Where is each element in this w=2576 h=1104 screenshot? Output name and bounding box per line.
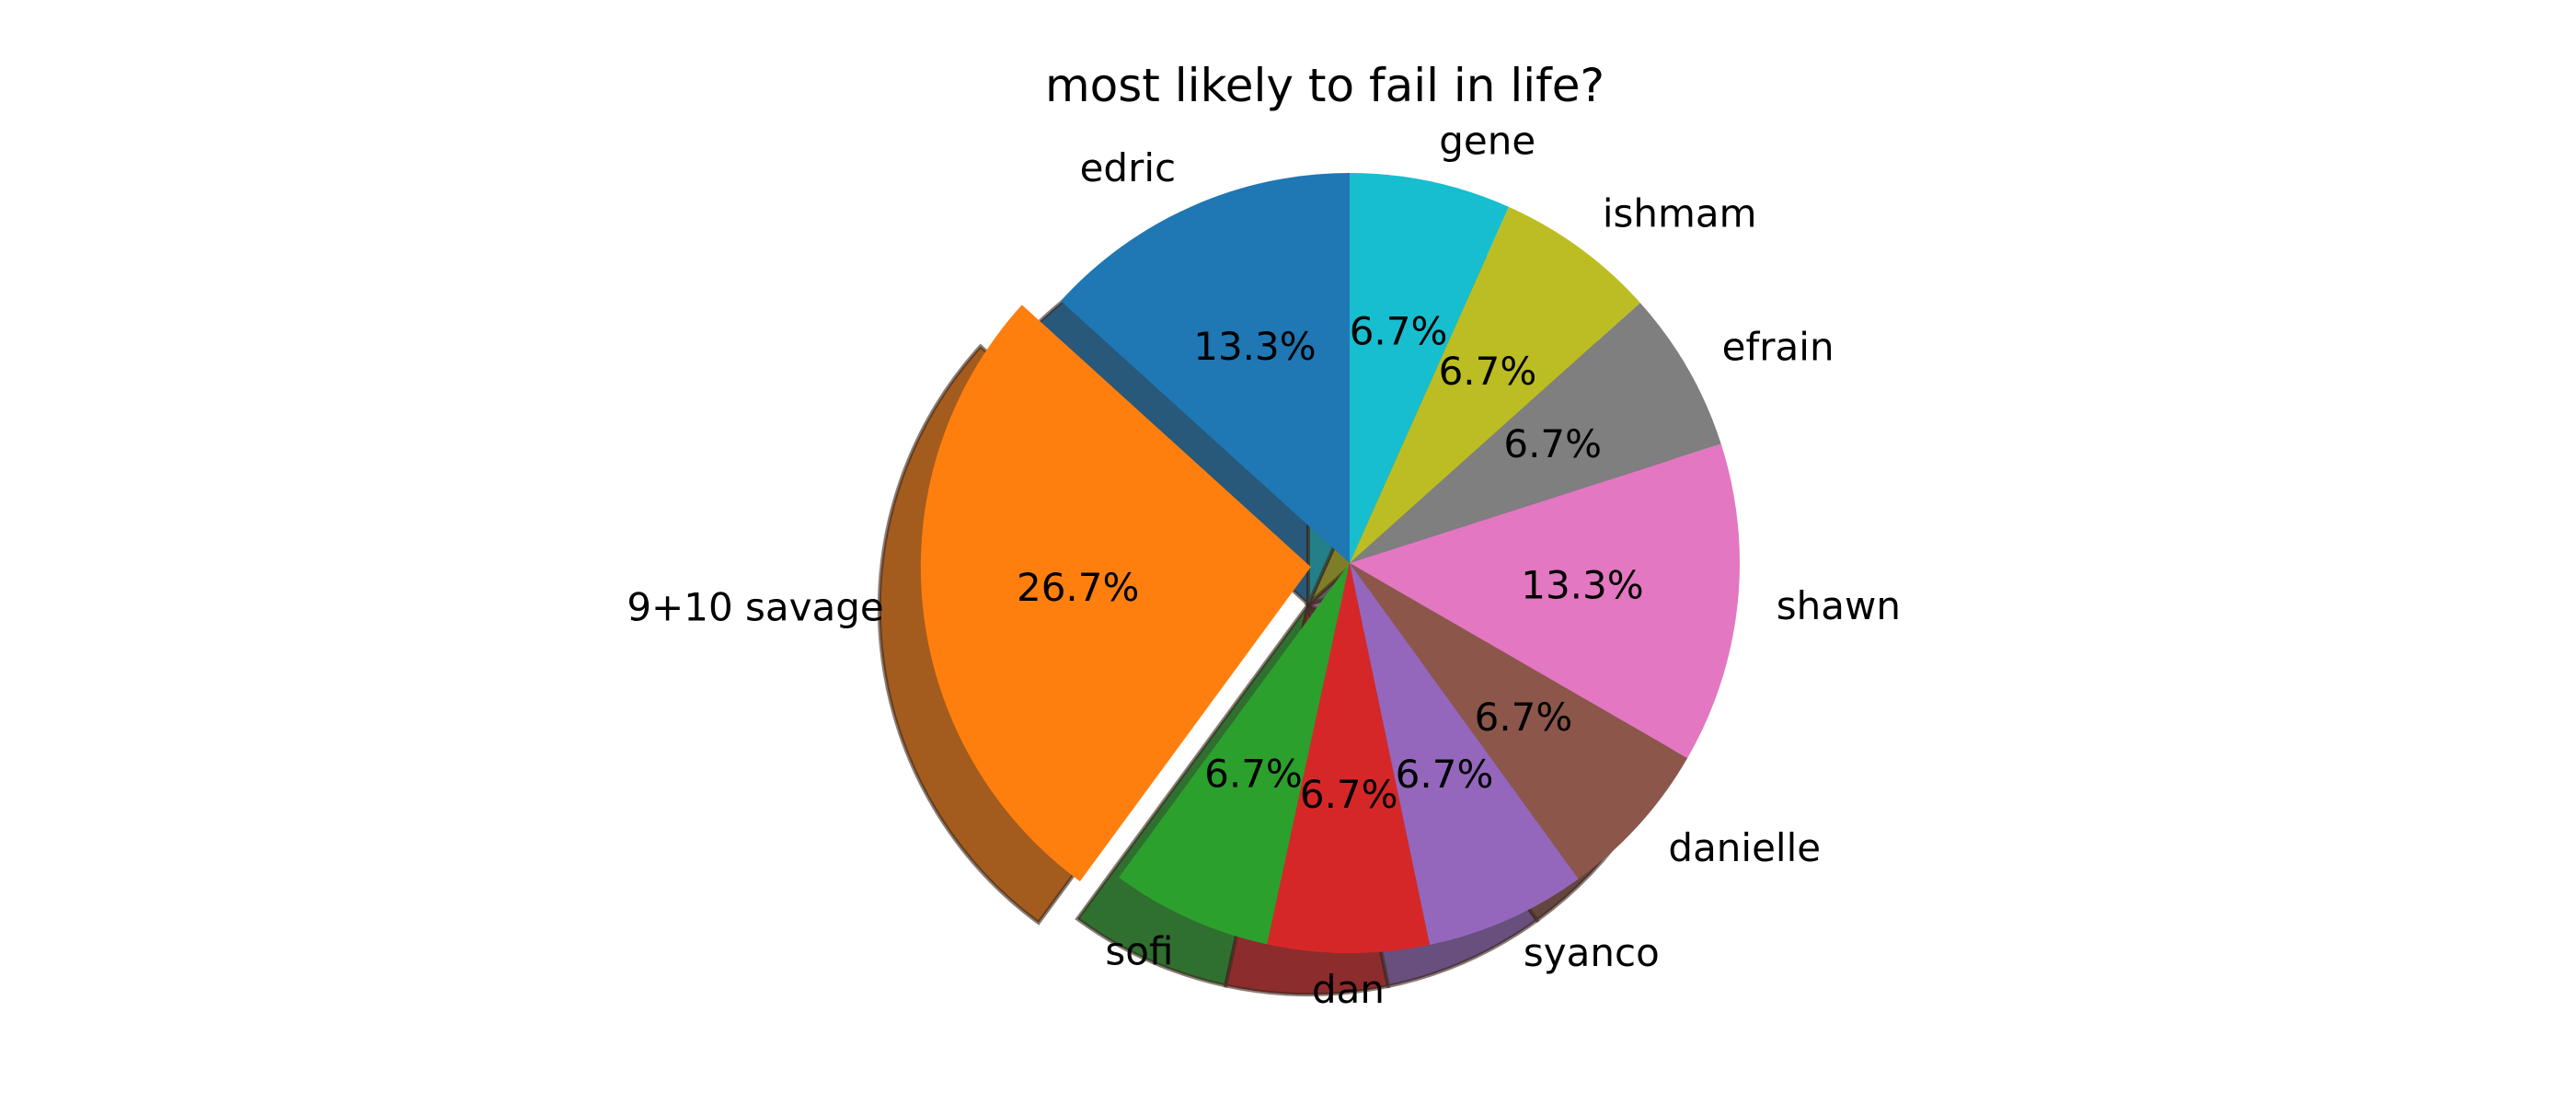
slice-edric [1060, 173, 1350, 563]
slice-sofi [1119, 563, 1350, 945]
slice-percent-syanco: 6.7% [1396, 752, 1494, 797]
slice-percent-shawn: 13.3% [1521, 563, 1643, 608]
slice-shawn [1350, 443, 1740, 758]
slice-efrain [1350, 303, 1721, 563]
slice-percent-gene: 6.7% [1350, 309, 1448, 354]
slice-label-shawn: shawn [1777, 583, 1901, 628]
slice-label-efrain: efrain [1722, 325, 1834, 370]
slice-percent-efrain: 6.7% [1503, 421, 1602, 466]
slice-label-sofi: sofi [1105, 929, 1173, 974]
slice-gene [1350, 173, 1509, 563]
slice-danielle [1350, 563, 1688, 880]
slice-label-danielle: danielle [1668, 825, 1821, 870]
slice-dan [1267, 563, 1431, 953]
slice-percent-ishmam: 6.7% [1439, 349, 1537, 394]
chart-title: most likely to fail in life? [1045, 59, 1604, 112]
slice-9-10-savage [920, 305, 1311, 882]
slice-percent-danielle: 6.7% [1475, 695, 1573, 740]
slice-label-ishmam: ishmam [1603, 191, 1757, 236]
slice-syanco [1350, 563, 1579, 945]
slice-label-syanco: syanco [1524, 930, 1660, 975]
slice-ishmam [1350, 206, 1640, 564]
slice-percent-9-10-savage: 26.7% [1017, 565, 1139, 610]
percent-labels: 13.3%26.7%6.7%6.7%6.7%6.7%13.3%6.7%6.7%6… [1017, 309, 1644, 817]
slice-percent-edric: 13.3% [1193, 324, 1316, 369]
slice-percent-dan: 6.7% [1300, 772, 1398, 817]
slice-percent-sofi: 6.7% [1204, 751, 1303, 796]
slice-labels: edric 9+10 savage sofi dan syanco danielle sha… [627, 118, 1901, 1012]
slice-label-dan: dan [1312, 967, 1385, 1012]
slice-label-9-10-savage: 9+10 savage [627, 584, 883, 629]
slice-label-gene: gene [1439, 118, 1535, 163]
slice-label-edric: edric [1080, 145, 1177, 190]
pie-slices [920, 173, 1740, 953]
